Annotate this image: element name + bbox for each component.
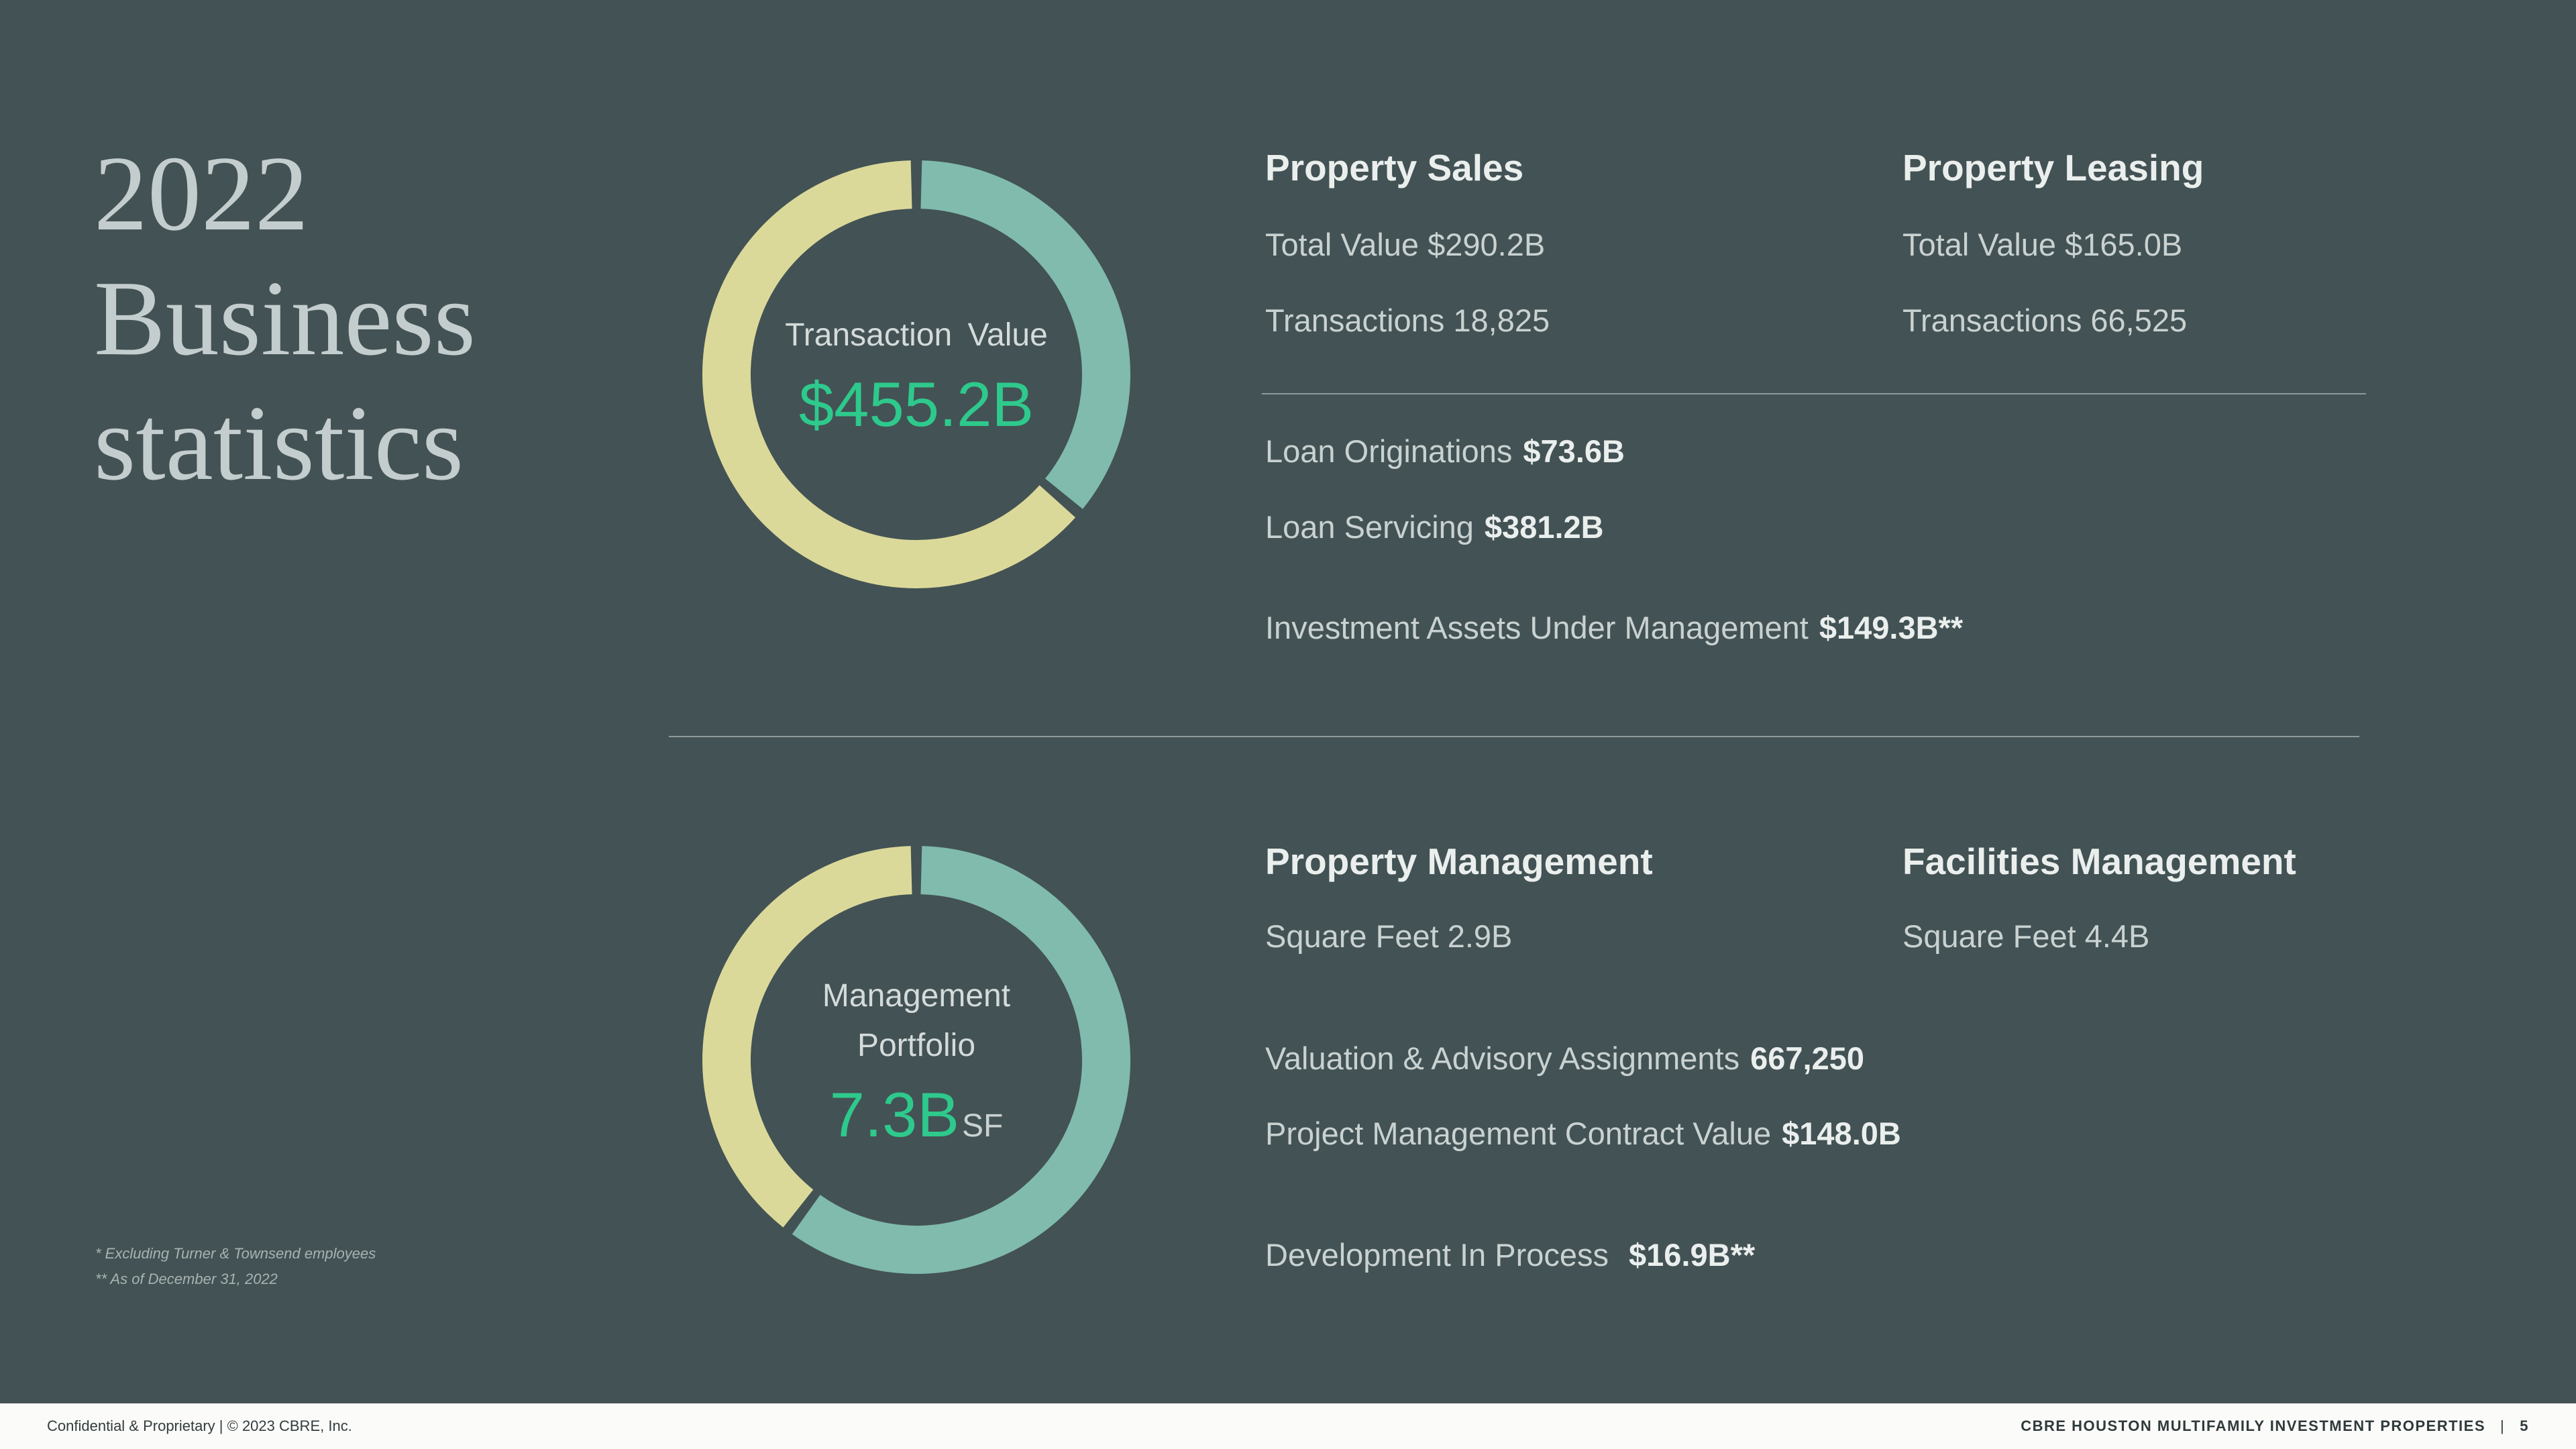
- valuation-advisory-label: Valuation & Advisory Assignments: [1265, 1040, 1740, 1076]
- donut-segment-facilities-management: [792, 846, 1130, 1274]
- management-portfolio-label-1: Management: [822, 978, 1011, 1014]
- management-portfolio-amount-suffix: SF: [962, 1108, 1004, 1144]
- property-leasing-heading: Property Leasing: [1902, 147, 2204, 189]
- transaction-value-amount-line: $455.2B: [799, 371, 1034, 438]
- management-portfolio-amount-line: 7.3B SF: [830, 1081, 1004, 1148]
- valuation-advisory-value: 667,250: [1750, 1040, 1865, 1076]
- footnote-2: ** As of December 31, 2022: [95, 1271, 278, 1287]
- title-line-3: statistics: [94, 383, 464, 502]
- management-portfolio-label-2: Portfolio: [857, 1028, 976, 1063]
- transaction-value-donut: Transaction Value $455.2B: [682, 140, 1151, 609]
- loan-originations-value: $73.6B: [1523, 433, 1625, 469]
- project-management-label: Project Management Contract Value: [1265, 1116, 1772, 1151]
- property-management-square-feet: Square Feet 2.9B: [1265, 918, 1513, 954]
- donut-segment-property-sales: [702, 160, 1076, 588]
- investment-aum-label: Investment Assets Under Management: [1265, 610, 1809, 645]
- development-in-process-value: $16.9B**: [1629, 1237, 1756, 1273]
- footer-separator: |: [2500, 1417, 2506, 1434]
- title-line-1: 2022: [94, 133, 309, 253]
- management-portfolio-donut-chart: [702, 846, 1130, 1274]
- management-portfolio-amount: 7.3B: [829, 1079, 960, 1150]
- footer-confidential-text: Confidential & Proprietary | © 2023 CBRE…: [47, 1417, 352, 1434]
- donut-segment-property-management: [702, 846, 912, 1228]
- facilities-management-heading: Facilities Management: [1902, 841, 2296, 882]
- footnote-1: * Excluding Turner & Townsend employees: [95, 1245, 376, 1262]
- loan-servicing-label: Loan Servicing: [1265, 509, 1474, 545]
- investment-aum-value: $149.3B**: [1819, 610, 1964, 645]
- property-management-heading: Property Management: [1265, 841, 1653, 882]
- project-management-line: Project Management Contract Value $148.0B: [1265, 1115, 1901, 1152]
- property-sales-transactions: Transactions 18,825: [1265, 303, 1550, 338]
- loan-originations-line: Loan Originations $73.6B: [1265, 433, 1625, 470]
- footnotes: * Excluding Turner & Townsend employees …: [95, 1241, 376, 1292]
- property-leasing-total-value: Total Value $165.0B: [1902, 227, 2183, 262]
- footer-presentation-title: CBRE HOUSTON MULTIFAMILY INVESTMENT PROP…: [2021, 1417, 2486, 1434]
- management-portfolio-center: Management Portfolio 7.3B SF: [682, 825, 1151, 1295]
- loan-originations-label: Loan Originations: [1265, 433, 1513, 469]
- loan-servicing-line: Loan Servicing $381.2B: [1265, 508, 1604, 545]
- project-management-value: $148.0B: [1782, 1116, 1901, 1151]
- transaction-value-center: Transaction Value $455.2B: [682, 140, 1151, 609]
- footer-right-group: CBRE HOUSTON MULTIFAMILY INVESTMENT PROP…: [2021, 1417, 2529, 1435]
- property-sales-heading: Property Sales: [1265, 147, 1524, 189]
- management-portfolio-donut: Management Portfolio 7.3B SF: [682, 825, 1151, 1295]
- development-in-process-label: Development In Process: [1265, 1237, 1609, 1273]
- top-section-divider: [1262, 393, 2366, 394]
- transaction-value-amount: $455.2B: [798, 369, 1034, 439]
- page-title: 2022 Business statistics: [94, 131, 476, 505]
- footer-page-number: 5: [2520, 1417, 2529, 1434]
- development-in-process-line: Development In Process $16.9B**: [1265, 1236, 1755, 1273]
- transaction-value-donut-chart: [702, 160, 1130, 588]
- investment-aum-line: Investment Assets Under Management $149.3…: [1265, 609, 1963, 646]
- donut-segment-property-leasing: [920, 160, 1130, 509]
- section-divider: [669, 736, 2359, 737]
- property-sales-total-value: Total Value $290.2B: [1265, 227, 1546, 262]
- footer-bar: Confidential & Proprietary | © 2023 CBRE…: [0, 1403, 2576, 1449]
- title-line-2: Business: [94, 258, 476, 378]
- facilities-management-square-feet: Square Feet 4.4B: [1902, 918, 2150, 954]
- transaction-value-label: Transaction Value: [785, 317, 1048, 353]
- property-leasing-transactions: Transactions 66,525: [1902, 303, 2188, 338]
- loan-servicing-value: $381.2B: [1484, 509, 1604, 545]
- valuation-advisory-line: Valuation & Advisory Assignments 667,250: [1265, 1040, 1864, 1077]
